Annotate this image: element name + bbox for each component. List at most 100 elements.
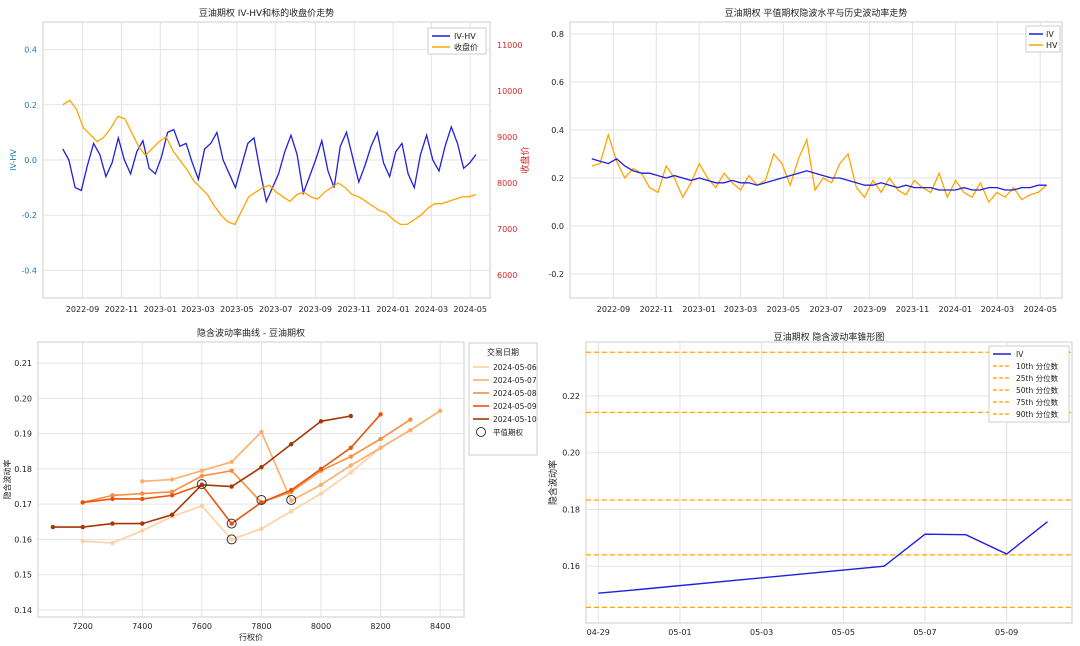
- y-tick-label: 0.4: [551, 126, 564, 135]
- legend-entry: 2024-05-07: [493, 376, 537, 385]
- series-point: [80, 500, 85, 505]
- y-tick-label: 0.2: [24, 101, 37, 110]
- series-point: [140, 496, 145, 502]
- series-point: [110, 521, 115, 526]
- atm-marker: [256, 494, 267, 505]
- series-point: [169, 512, 175, 517]
- legend-entry: IV: [1016, 350, 1024, 359]
- legend-box: [427, 27, 487, 55]
- series-line: [62, 124, 477, 204]
- x-tick-label: 7200: [73, 622, 93, 631]
- plot-frame: [37, 341, 465, 618]
- series-point: [199, 482, 205, 487]
- y2-tick-label: 8000: [497, 179, 517, 188]
- series-point: [140, 479, 145, 484]
- legend-entry: 90th 分位数: [1016, 409, 1059, 419]
- x-tick-label: 2023-01: [144, 305, 177, 314]
- y-tick-label: 0.8: [551, 30, 564, 39]
- y2-tick-label: 6000: [497, 271, 517, 280]
- panel-iv-hv: 0.8 0.6 0.4 0.2 0.0 -0.2 2022-09 2022-11 2023-01…: [548, 7, 1063, 314]
- x-tick-label: 7800: [251, 622, 271, 631]
- series-point: [378, 445, 383, 450]
- x-tick-label: 2023-09: [299, 305, 332, 314]
- legend-entry: 2024-05-09: [493, 402, 537, 411]
- series-point: [348, 413, 353, 419]
- series-point: [110, 540, 115, 546]
- legend-box: [468, 342, 538, 456]
- legend-entry: 2024-05-08: [493, 389, 537, 398]
- x-tick-label: 2023-09: [853, 305, 886, 314]
- x-tick-label: 2023-03: [724, 305, 757, 314]
- x-tick-label: 05-05: [832, 628, 855, 637]
- y2-axis-label: 收盘价: [519, 146, 531, 173]
- series-point: [169, 489, 175, 495]
- x-tick-label: 8200: [370, 622, 390, 631]
- series-point: [348, 445, 353, 450]
- y-tick-label: 0.6: [551, 78, 564, 87]
- series-point: [289, 487, 294, 493]
- legend-title: 交易日期: [487, 347, 519, 357]
- x-tick-label: 2024-01: [376, 305, 409, 314]
- x-tick-label: 2024-01: [939, 305, 972, 314]
- plot-frame: [569, 21, 1063, 299]
- legend-atm-marker: [476, 427, 486, 437]
- legend-entry: HV: [1046, 41, 1058, 50]
- chart-title: 豆油期权 IV-HV和标的收盘价走势: [199, 7, 334, 19]
- y2-tick-label: 11000: [497, 41, 522, 50]
- y-tick-label: 0.21: [14, 359, 32, 368]
- x-tick-label: 2024-03: [415, 305, 448, 314]
- panel-iv-hv-close: 0.4 0.2 0.0 -0.2 -0.4 11000 10000 9000 8000 7000 6…: [9, 7, 531, 314]
- series-point: [318, 419, 324, 424]
- series-point: [437, 408, 443, 413]
- series-point: [50, 524, 56, 530]
- series-point: [110, 493, 115, 498]
- series-point: [408, 417, 413, 422]
- x-axis-label: 行权价: [239, 632, 263, 642]
- x-tick-label: 04-29: [587, 628, 610, 637]
- series-point: [169, 493, 175, 498]
- series-point: [110, 496, 115, 502]
- series-point: [378, 436, 383, 442]
- y-tick-label: 0.20: [562, 449, 580, 458]
- atm-marker: [226, 518, 237, 529]
- y-tick-label: 0.0: [24, 156, 37, 165]
- series-point: [348, 463, 353, 468]
- series-point: [80, 538, 85, 544]
- legend-box: [988, 345, 1070, 423]
- legend-entry: IV-HV: [454, 32, 476, 41]
- y-tick-label: 0.14: [14, 606, 32, 615]
- y-tick-label: 0.4: [24, 46, 37, 55]
- series-point: [229, 521, 234, 526]
- series-point: [348, 454, 353, 459]
- plot-frame: [585, 341, 1073, 624]
- series-line: [82, 418, 411, 504]
- legend-entry: 25th 分位数: [1016, 373, 1059, 383]
- legend-entry: IV: [1046, 30, 1054, 39]
- y-axis-label: IV-HV: [9, 149, 18, 171]
- panel-iv-smile: 0.21 0.20 0.19 0.18 0.17 0.16 0.15 0.14 7200 7400…: [2, 327, 538, 642]
- y-tick-label: 0.2: [551, 174, 564, 183]
- legend-entry: 75th 分位数: [1016, 397, 1059, 407]
- series-point: [259, 526, 264, 532]
- y2-tick-label: 7000: [497, 225, 517, 234]
- x-tick-label: 2024-05: [1024, 305, 1057, 314]
- chart-title: 豆油期权 隐含波动率锥形图: [774, 331, 885, 343]
- legend-entry: 50th 分位数: [1016, 385, 1059, 395]
- y-tick-label: 0.16: [562, 562, 580, 571]
- series-point: [318, 466, 324, 472]
- legend-box: [1025, 25, 1061, 53]
- legend-entry: 2024-05-10: [493, 415, 537, 424]
- atm-marker: [286, 494, 297, 505]
- chart-title: 隐含波动率曲线 - 豆油期权: [197, 327, 305, 339]
- series-point: [348, 470, 353, 475]
- series-line: [591, 132, 1048, 204]
- x-tick-label: 2024-05: [454, 305, 487, 314]
- atm-marker: [226, 534, 237, 545]
- series-point: [289, 509, 294, 514]
- series-point: [259, 500, 264, 505]
- series-point: [199, 503, 205, 509]
- y-axis-label: 隐含波动率: [547, 460, 559, 505]
- x-tick-label: 05-07: [913, 628, 936, 637]
- x-tick-label: 2023-07: [809, 305, 842, 314]
